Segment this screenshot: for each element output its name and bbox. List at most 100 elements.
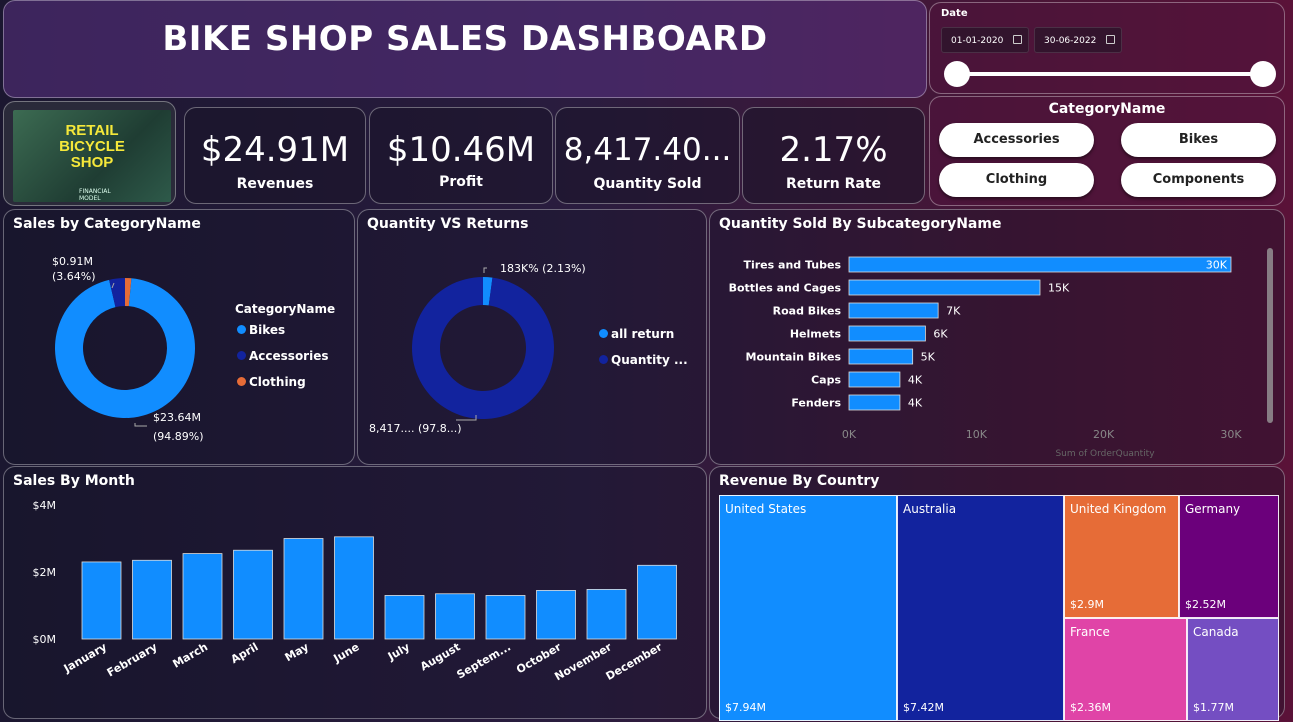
donut-slice-quantity: [412, 277, 554, 419]
kpi-label: Return Rate: [785, 176, 882, 192]
data-label: 30K: [1206, 259, 1228, 272]
leader-line: [134, 423, 147, 427]
bar: [848, 348, 914, 365]
data-label: 4K: [908, 374, 923, 387]
category-label: Road Bikes: [773, 305, 842, 318]
tile-value: $2.9M: [1070, 598, 1104, 611]
tile-label: France: [1070, 625, 1110, 639]
bar: [848, 394, 901, 411]
category-label: Helmets: [790, 328, 842, 341]
legend-label: Accessories: [249, 349, 329, 363]
end-date-input[interactable]: 30-06-2022: [1034, 27, 1122, 53]
category-option-components[interactable]: Components: [1121, 163, 1276, 197]
calendar-icon[interactable]: [1013, 35, 1022, 44]
treemap-tile-canada[interactable]: Canada $1.77M: [1187, 618, 1279, 721]
data-label: 5K: [921, 351, 936, 364]
kpi-label: Profit: [439, 174, 483, 190]
sales-by-category-svg: $0.91M (3.64%) $23.64M (94.89%): [52, 255, 204, 443]
data-label: 8,417.... (97.8...): [369, 422, 462, 435]
legend-title: CategoryName: [235, 302, 336, 316]
category-label: Caps: [811, 374, 841, 387]
bar: [233, 549, 273, 640]
start-date-value: 01-01-2020: [951, 36, 1004, 46]
sales-by-category-chart: Sales by CategoryName $0.91M (3.64%) $23…: [3, 209, 355, 465]
leader-line: [456, 415, 477, 421]
data-label: $23.64M: [153, 411, 201, 424]
date-label: Date: [941, 8, 968, 19]
bar: [384, 595, 425, 640]
treemap-tile-united-kingdom[interactable]: United Kingdom $2.9M: [1064, 495, 1179, 618]
treemap-tile-australia[interactable]: Australia $7.42M: [897, 495, 1064, 721]
donut-slice-bikes: [55, 278, 196, 418]
logo-line: RETAIL: [65, 122, 119, 139]
tile-value: $7.42M: [903, 701, 944, 714]
x-tick-label: 0K: [842, 428, 857, 441]
donut-slice-all-return: [483, 277, 493, 306]
legend-dot: [237, 325, 246, 334]
bar: [182, 553, 223, 640]
category-option-bikes[interactable]: Bikes: [1121, 123, 1276, 157]
data-label: 7K: [946, 305, 961, 318]
y-tick-label: $0M: [33, 633, 57, 646]
data-label: 6K: [933, 328, 948, 341]
legend-dot: [599, 329, 608, 338]
bar: [586, 589, 627, 640]
x-tick-label: April: [229, 640, 261, 666]
logo-line: BICYCLE: [59, 138, 125, 155]
data-label: $0.91M: [52, 255, 93, 268]
legend-item[interactable]: Quantity ...: [599, 353, 688, 367]
scrollbar[interactable]: [1267, 248, 1273, 423]
subcategory-bar-svg: Sum of OrderQuantity Tires and Tubes 30K B…: [729, 256, 1242, 459]
legend-dot: [237, 377, 246, 386]
category-label: Mountain Bikes: [746, 351, 842, 364]
tile-value: $2.52M: [1185, 598, 1226, 611]
start-date-input[interactable]: 01-01-2020: [941, 27, 1029, 53]
legend-item[interactable]: all return: [599, 327, 674, 341]
tile-value: $7.94M: [725, 701, 766, 714]
title-panel: BIKE SHOP SALES DASHBOARD: [3, 0, 927, 98]
tile-label: Germany: [1185, 502, 1241, 516]
date-range-slider[interactable]: [956, 72, 1264, 76]
bar: [132, 559, 172, 640]
tile-label: Canada: [1193, 625, 1239, 639]
legend-label: Clothing: [249, 375, 306, 389]
treemap-tile-germany[interactable]: Germany $2.52M: [1179, 495, 1279, 618]
data-label: 4K: [908, 397, 923, 410]
category-option-accessories[interactable]: Accessories: [939, 123, 1094, 157]
data-label: 15K: [1048, 282, 1070, 295]
date-slicer: Date 01-01-2020 30-06-2022: [929, 2, 1285, 94]
treemap-tile-france[interactable]: France $2.36M: [1064, 618, 1187, 721]
legend-dot: [599, 355, 608, 364]
x-tick-label: November: [552, 640, 614, 683]
category-label: Bottles and Cages: [729, 282, 842, 295]
chart-title: Revenue By Country: [719, 473, 880, 489]
bar: [536, 590, 576, 640]
x-tick-label: June: [331, 640, 362, 665]
x-axis-title: Sum of OrderQuantity: [1055, 449, 1155, 459]
chart-title: Quantity VS Returns: [367, 216, 529, 232]
x-tick-label: February: [105, 640, 160, 679]
tile-value: $1.77M: [1193, 701, 1234, 714]
slider-start-handle[interactable]: [944, 61, 970, 87]
sales-by-month-chart: Sales By Month $0M $2M $4M January February M…: [3, 466, 707, 719]
slider-end-handle[interactable]: [1250, 61, 1276, 87]
x-tick-label: December: [604, 640, 665, 683]
legend-item[interactable]: Clothing: [237, 375, 306, 389]
legend-item[interactable]: Bikes: [237, 323, 285, 337]
revenue-by-country-chart: Revenue By Country United States $7.94M Au…: [709, 466, 1285, 721]
treemap-tile-united-states[interactable]: United States $7.94M: [719, 495, 897, 721]
kpi-quantity-sold: 8,417.40... Quantity Sold: [555, 107, 740, 204]
tile-value: $2.36M: [1070, 701, 1111, 714]
tile-label: United Kingdom: [1070, 502, 1167, 516]
kpi-value: $24.91M: [200, 130, 350, 170]
dashboard-title: BIKE SHOP SALES DASHBOARD: [162, 19, 768, 59]
end-date-value: 30-06-2022: [1044, 36, 1097, 46]
category-option-clothing[interactable]: Clothing: [939, 163, 1094, 197]
legend-item[interactable]: Accessories: [237, 349, 329, 363]
quantity-vs-returns-chart: Quantity VS Returns 183K% (2.13%) 8,417.…: [357, 209, 707, 465]
kpi-value: 2.17%: [779, 130, 888, 170]
x-tick-label: 10K: [966, 428, 988, 441]
kpi-revenues: $24.91M Revenues: [184, 107, 366, 204]
bar: [848, 325, 926, 342]
calendar-icon[interactable]: [1106, 35, 1115, 44]
